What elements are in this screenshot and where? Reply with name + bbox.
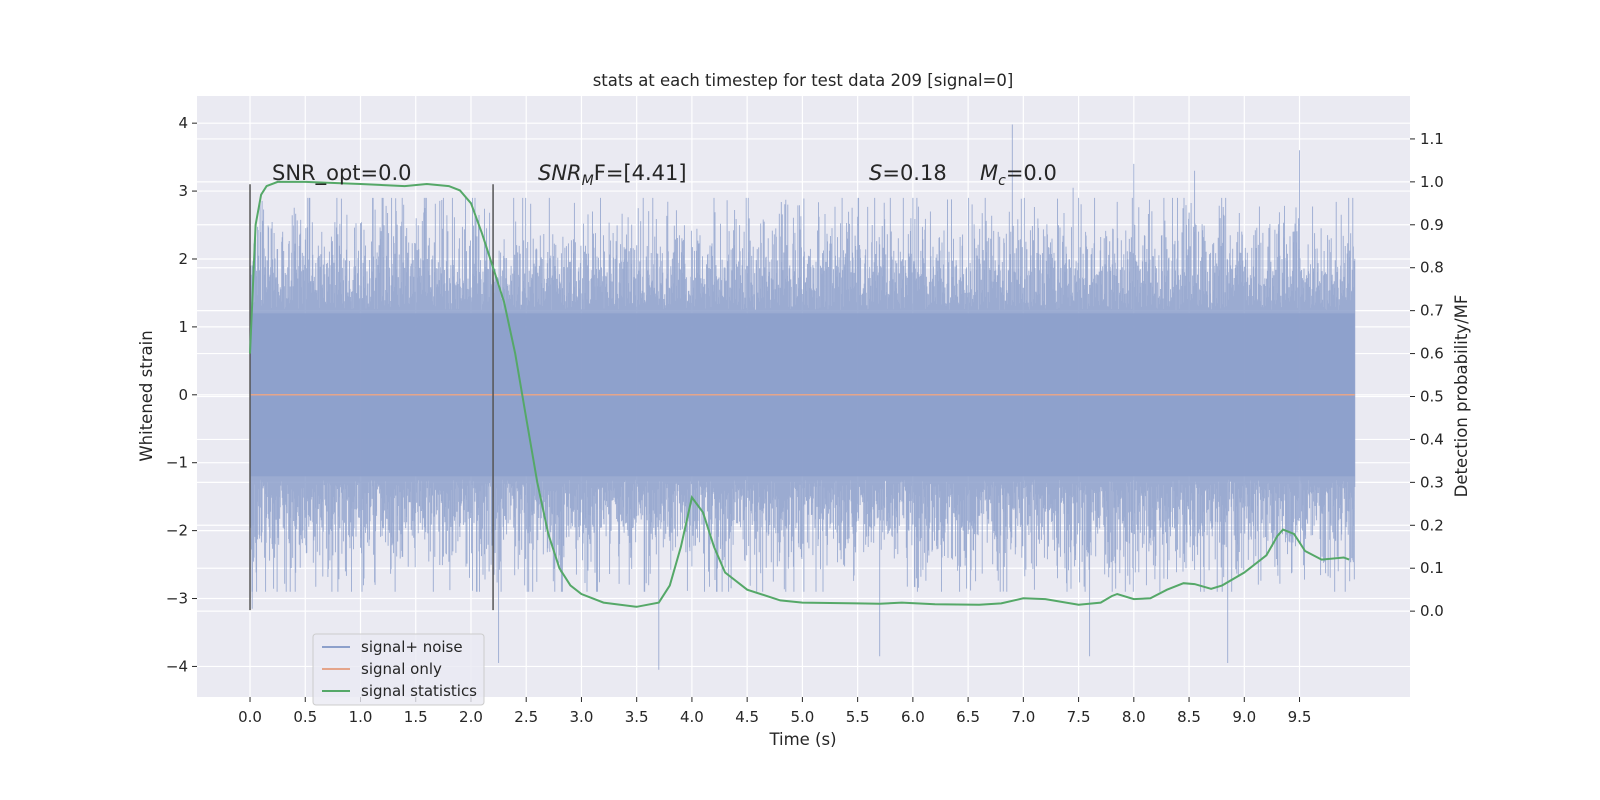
y-tick-label-5: 1 [178, 318, 188, 336]
y-tick-label-6: 2 [178, 250, 188, 268]
legend: signal+ noise signal only signal statist… [312, 633, 485, 706]
y-right-tick-label-9: 0.9 [1420, 216, 1444, 234]
y-tick-label-1: −3 [166, 590, 188, 608]
y-right-tick-label-0: 0.0 [1420, 602, 1444, 620]
x-tick-label-15: 7.5 [1067, 708, 1091, 726]
x-tick-label-5: 2.5 [514, 708, 538, 726]
x-tick-label-8: 4.0 [680, 708, 704, 726]
y-right-tick-label-10: 1.0 [1420, 173, 1444, 191]
x-tick-label-19: 9.5 [1288, 708, 1312, 726]
x-tick-label-12: 6.0 [901, 708, 925, 726]
y-axis-right-label: Detection probability/MF [1452, 295, 1471, 498]
x-tick-label-1: 0.5 [293, 708, 317, 726]
legend-label-signal-only: signal only [361, 660, 442, 678]
annotation-snr-mf: SNRMF=[4.41] [538, 161, 687, 189]
series-signal-statistics-line [249, 180, 1350, 608]
x-tick-label-2: 1.0 [349, 708, 373, 726]
vertical-markers [249, 184, 494, 611]
y-right-tick-label-5: 0.5 [1420, 388, 1444, 406]
y-right-tick-label-7: 0.7 [1420, 302, 1444, 320]
y-right-tick-label-6: 0.6 [1420, 345, 1444, 363]
x-tick-label-14: 7.0 [1011, 708, 1035, 726]
annotation-mc: Mc=0.0 [980, 161, 1057, 189]
x-axis: 0.0 0.5 1.0 1.5 2.0 2.5 3.0 3.5 4.0 4.5 5.0 5.5 6.0 6… [238, 697, 1311, 726]
annotation-snr-opt: SNR_opt=0.0 [272, 161, 412, 186]
x-axis-label: Time (s) [768, 730, 836, 749]
y-right-tick-label-11: 1.1 [1420, 130, 1444, 148]
legend-box [312, 633, 485, 706]
x-tick-label-0: 0.0 [238, 708, 262, 726]
x-tick-label-13: 6.5 [956, 708, 980, 726]
y-tick-label-7: 3 [178, 182, 188, 200]
y-axis-left: −4 −3 −2 −1 0 1 2 3 4 [166, 114, 197, 675]
y-right-tick-label-1: 0.1 [1420, 559, 1444, 577]
chart-title: stats at each timestep for test data 209… [593, 71, 1014, 90]
x-tick-label-4: 2.0 [459, 708, 483, 726]
x-tick-label-9: 4.5 [735, 708, 759, 726]
y-right-tick-label-4: 0.4 [1420, 430, 1444, 448]
x-tick-label-10: 5.0 [790, 708, 814, 726]
y-tick-label-8: 4 [178, 114, 188, 132]
legend-label-signal-noise: signal+ noise [361, 638, 463, 656]
x-tick-label-18: 9.0 [1232, 708, 1256, 726]
y-tick-label-2: −2 [166, 522, 188, 540]
annotation-s: S=0.18 [869, 161, 947, 185]
x-tick-label-11: 5.5 [846, 708, 870, 726]
x-tick-label-6: 3.0 [570, 708, 594, 726]
legend-label-signal-statistics: signal statistics [361, 682, 477, 700]
y-right-tick-label-3: 0.3 [1420, 473, 1444, 491]
y-axis-right: 0.0 0.1 0.2 0.3 0.4 0.5 0.6 0.7 0.8 0.9 1.0 1.1 [1410, 130, 1444, 620]
x-tick-label-7: 3.5 [625, 708, 649, 726]
y-tick-label-3: −1 [166, 454, 188, 472]
x-tick-label-16: 8.0 [1122, 708, 1146, 726]
y-tick-label-0: −4 [166, 657, 188, 675]
y-tick-label-4: 0 [178, 386, 188, 404]
x-tick-label-17: 8.5 [1177, 708, 1201, 726]
y-right-tick-label-2: 0.2 [1420, 516, 1444, 534]
y-right-tick-label-8: 0.8 [1420, 259, 1444, 277]
x-tick-label-3: 1.5 [404, 708, 428, 726]
y-axis-label: Whitened strain [137, 330, 156, 461]
